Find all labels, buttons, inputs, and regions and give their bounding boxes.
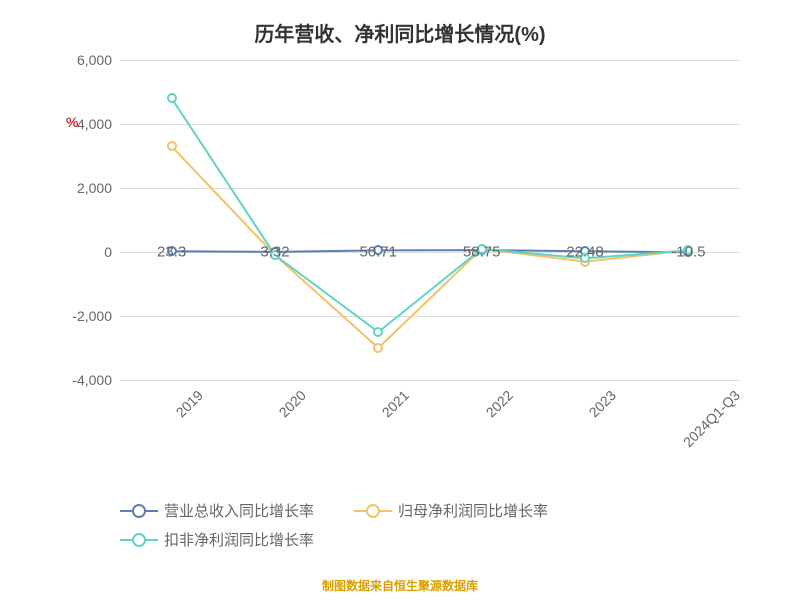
value-label: -10.5 (671, 244, 705, 261)
value-label: 58.75 (463, 244, 501, 261)
ytick-label: -4,000 (72, 372, 120, 388)
chart-title: 历年营收、净利同比增长情况(%) (0, 18, 800, 47)
xtick-label: 2022 (475, 380, 515, 420)
plot-area: % -4,000-2,00002,0004,0006,0002019202020… (120, 60, 740, 380)
legend-item: 营业总收入同比增长率 (120, 500, 314, 521)
xtick-label: 2021 (372, 380, 412, 420)
ytick-label: 4,000 (77, 116, 120, 132)
legend-swatch (120, 510, 158, 512)
xtick-label: 2020 (269, 380, 309, 420)
series-marker (167, 141, 177, 151)
legend: 营业总收入同比增长率 归母净利润同比增长率扣非净利润同比增长率 (120, 500, 760, 550)
legend-swatch (120, 539, 158, 541)
legend-label: 归母净利润同比增长率 (398, 500, 548, 521)
series-marker (167, 93, 177, 103)
legend-item: 扣非净利润同比增长率 (120, 529, 314, 550)
value-label: 23.3 (157, 244, 186, 261)
ytick-label: 0 (104, 244, 120, 260)
value-label: 22.48 (566, 244, 604, 261)
legend-label: 扣非净利润同比增长率 (164, 529, 314, 550)
chart-container: 历年营收、净利同比增长情况(%) % -4,000-2,00002,0004,0… (0, 0, 800, 600)
series-svg (120, 60, 740, 380)
ytick-label: -2,000 (72, 308, 120, 324)
series-line (172, 98, 689, 332)
legend-label: 营业总收入同比增长率 (164, 500, 314, 521)
legend-item: 归母净利润同比增长率 (354, 500, 548, 521)
xtick-label: 2024Q1-Q3 (673, 380, 743, 450)
series-marker (373, 327, 383, 337)
footer-attribution: 制图数据来自恒生聚源数据库 (0, 577, 800, 594)
value-label: 50.71 (360, 244, 398, 261)
ytick-label: 6,000 (77, 52, 120, 68)
series-line (172, 146, 689, 348)
xtick-label: 2023 (579, 380, 619, 420)
gridline (120, 380, 740, 381)
xtick-label: 2019 (165, 380, 205, 420)
legend-swatch (354, 510, 392, 512)
ytick-label: 2,000 (77, 180, 120, 196)
series-line (172, 250, 689, 252)
value-label: 3.32 (260, 244, 289, 261)
series-marker (373, 343, 383, 353)
